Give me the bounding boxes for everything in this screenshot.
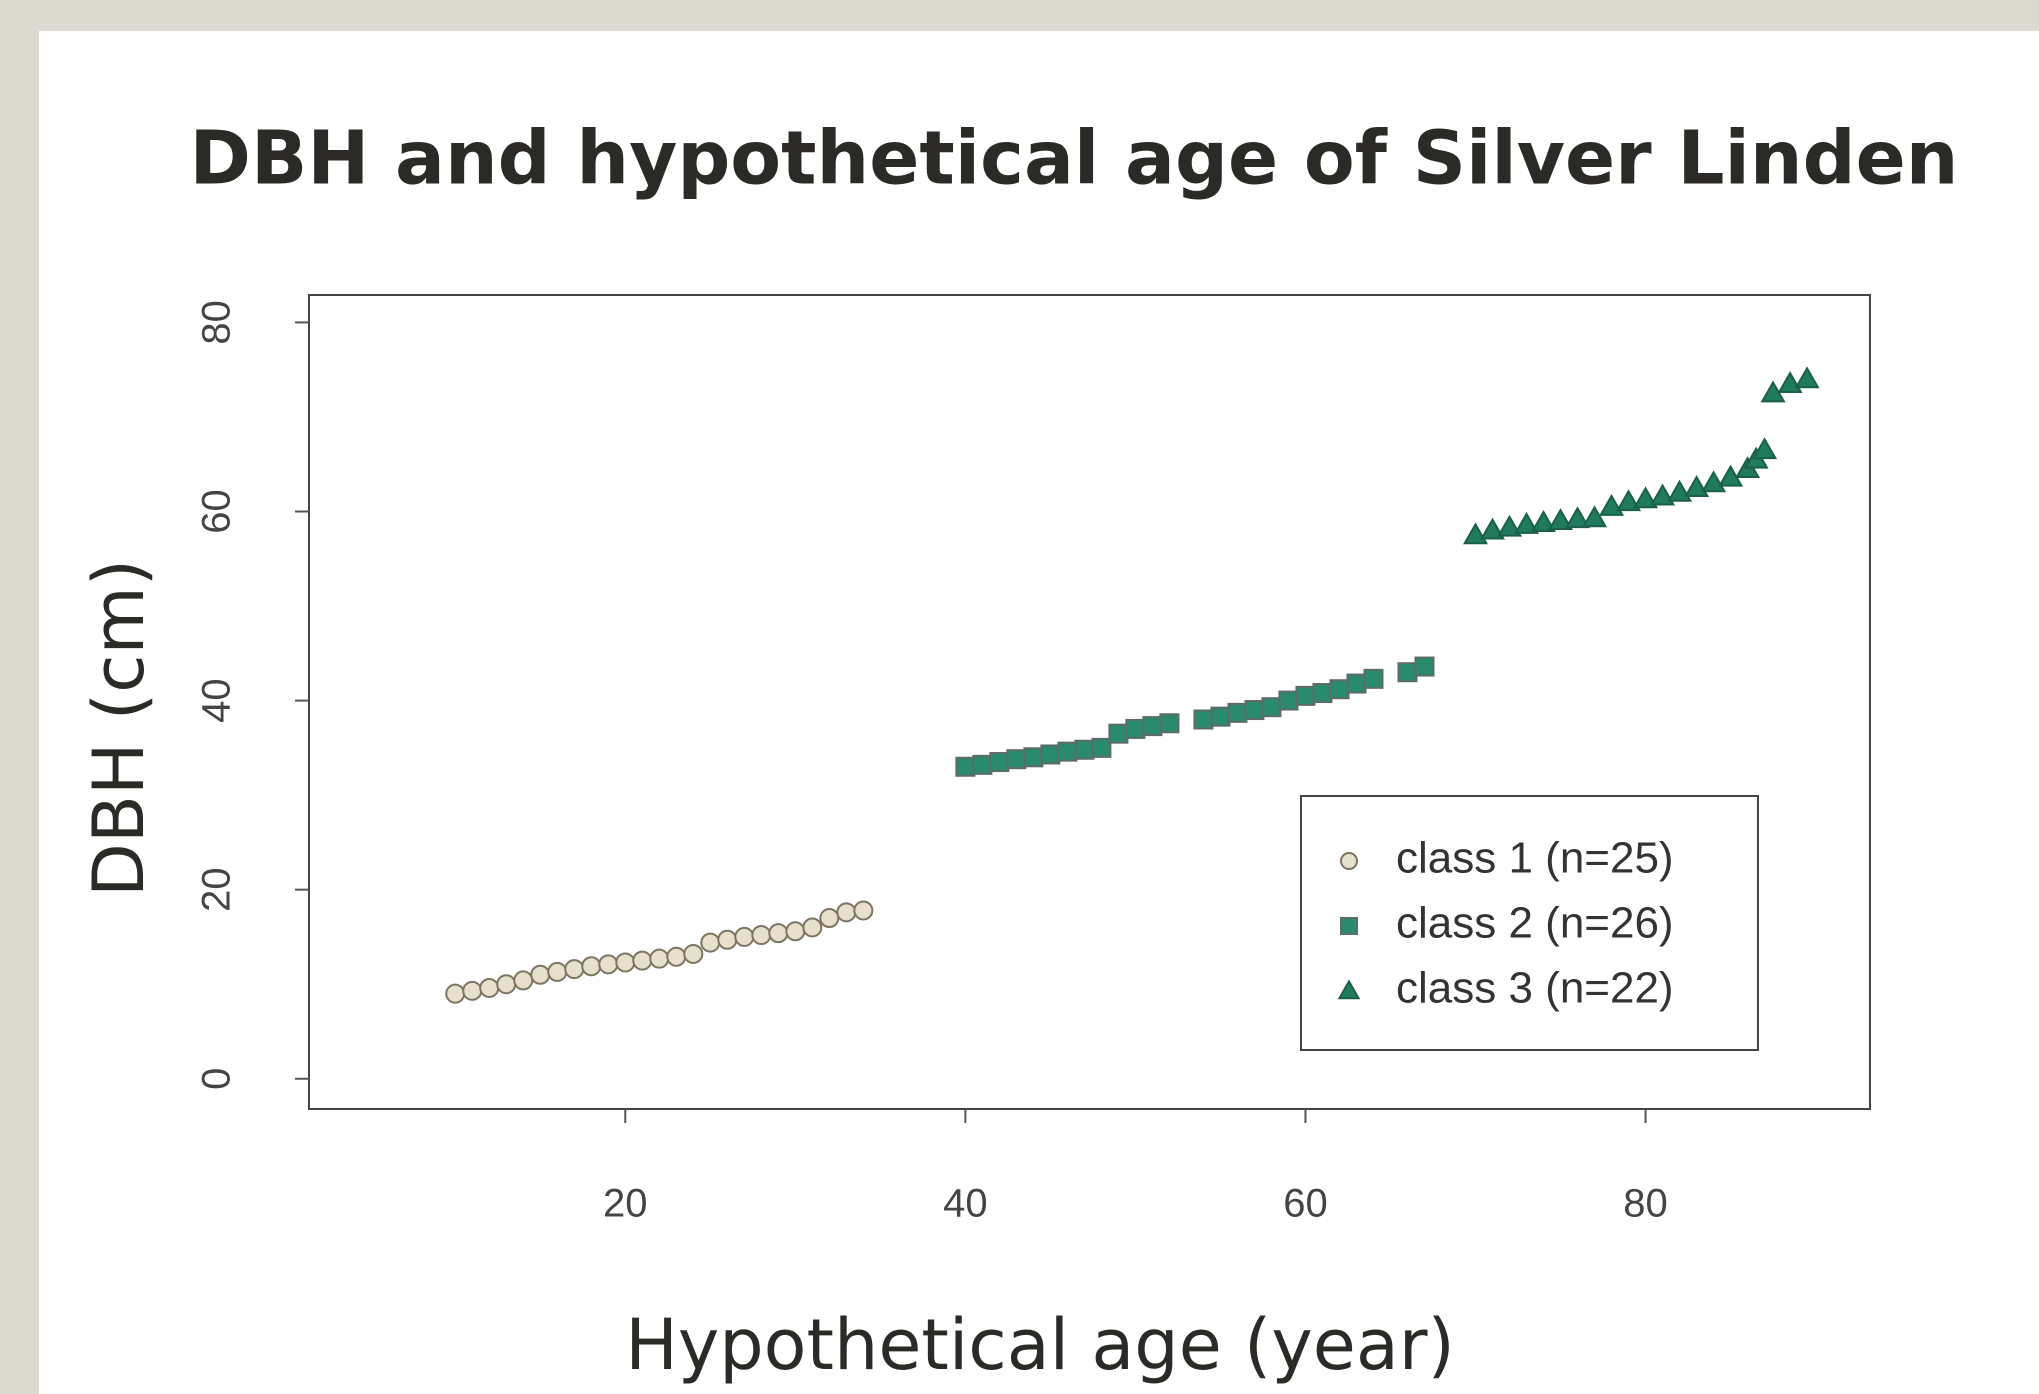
point <box>1397 662 1418 683</box>
point <box>496 974 517 995</box>
point <box>1363 668 1384 689</box>
point <box>1329 679 1350 700</box>
point <box>1125 718 1146 739</box>
point <box>1633 486 1659 509</box>
point <box>1159 713 1180 734</box>
legend-label: class 3 (n=22) <box>1396 964 1674 1013</box>
point <box>955 756 976 777</box>
point <box>1006 749 1027 770</box>
point <box>1295 685 1316 706</box>
point <box>1091 737 1112 758</box>
point <box>1582 505 1608 528</box>
point <box>1108 723 1129 744</box>
x-tick-label: 40 <box>943 1182 988 1226</box>
y-tick-label: 20 <box>195 867 239 912</box>
point <box>1057 741 1078 762</box>
point <box>632 950 653 971</box>
point <box>530 964 551 985</box>
point <box>1667 479 1693 502</box>
point <box>989 752 1010 773</box>
point <box>734 926 755 947</box>
point <box>1210 706 1231 727</box>
point <box>462 980 483 1001</box>
point <box>751 925 772 946</box>
y-tick-label: 80 <box>195 300 239 345</box>
x-tick-label: 80 <box>1623 1182 1668 1226</box>
point <box>1261 697 1282 718</box>
point <box>564 959 585 980</box>
legend-box <box>1300 795 1759 1051</box>
y-axis-title: DBH (cm) <box>78 559 160 897</box>
x-axis-title: Hypothetical age (year) <box>625 1304 1455 1386</box>
point <box>1462 522 1489 545</box>
point <box>700 932 721 953</box>
point <box>972 754 993 775</box>
point <box>1565 506 1591 529</box>
legend-label: class 2 (n=26) <box>1396 899 1674 948</box>
point <box>1479 517 1506 540</box>
point <box>513 970 534 991</box>
x-tick-label: 20 <box>603 1182 648 1226</box>
point <box>1777 371 1803 393</box>
point <box>479 977 500 998</box>
point <box>1513 511 1540 534</box>
y-tick-label: 60 <box>195 489 239 533</box>
legend-symbol <box>1340 852 1358 870</box>
point <box>649 948 670 969</box>
point <box>785 921 806 942</box>
point <box>1530 510 1557 532</box>
point <box>1496 514 1523 537</box>
point <box>1040 744 1061 765</box>
point <box>836 902 857 923</box>
legend-symbol <box>1337 979 1361 1000</box>
point <box>853 900 874 921</box>
legend-label: class 1 (n=25) <box>1396 834 1674 883</box>
point <box>445 983 466 1004</box>
x-tick-label: 60 <box>1283 1182 1328 1226</box>
slide-panel <box>39 31 2039 1394</box>
chart-title: DBH and hypothetical age of Silver Linde… <box>190 116 1959 202</box>
point <box>1650 483 1676 506</box>
point <box>1346 673 1367 694</box>
y-tick-label: 0 <box>195 1068 239 1090</box>
point <box>1227 702 1248 723</box>
point <box>1794 366 1820 389</box>
point <box>717 929 738 950</box>
point <box>598 954 619 975</box>
point <box>1414 656 1435 677</box>
point <box>1312 683 1333 704</box>
legend-symbol <box>1340 917 1358 935</box>
point <box>683 943 704 964</box>
point <box>1142 716 1163 737</box>
point <box>1718 464 1744 487</box>
point <box>819 908 840 929</box>
point <box>1616 489 1642 512</box>
point <box>768 923 789 944</box>
point <box>547 961 568 982</box>
plot-frame <box>308 294 1871 1110</box>
point <box>615 952 636 973</box>
point <box>1244 700 1265 721</box>
point <box>802 917 823 938</box>
point <box>1547 508 1574 531</box>
point <box>1023 747 1044 768</box>
point <box>1193 709 1214 730</box>
point <box>1752 437 1778 460</box>
y-tick-label: 40 <box>195 678 239 723</box>
point <box>1278 690 1299 711</box>
point <box>1684 475 1710 497</box>
point <box>1074 739 1095 760</box>
point <box>666 946 687 967</box>
point <box>581 956 602 977</box>
point <box>1599 493 1625 516</box>
